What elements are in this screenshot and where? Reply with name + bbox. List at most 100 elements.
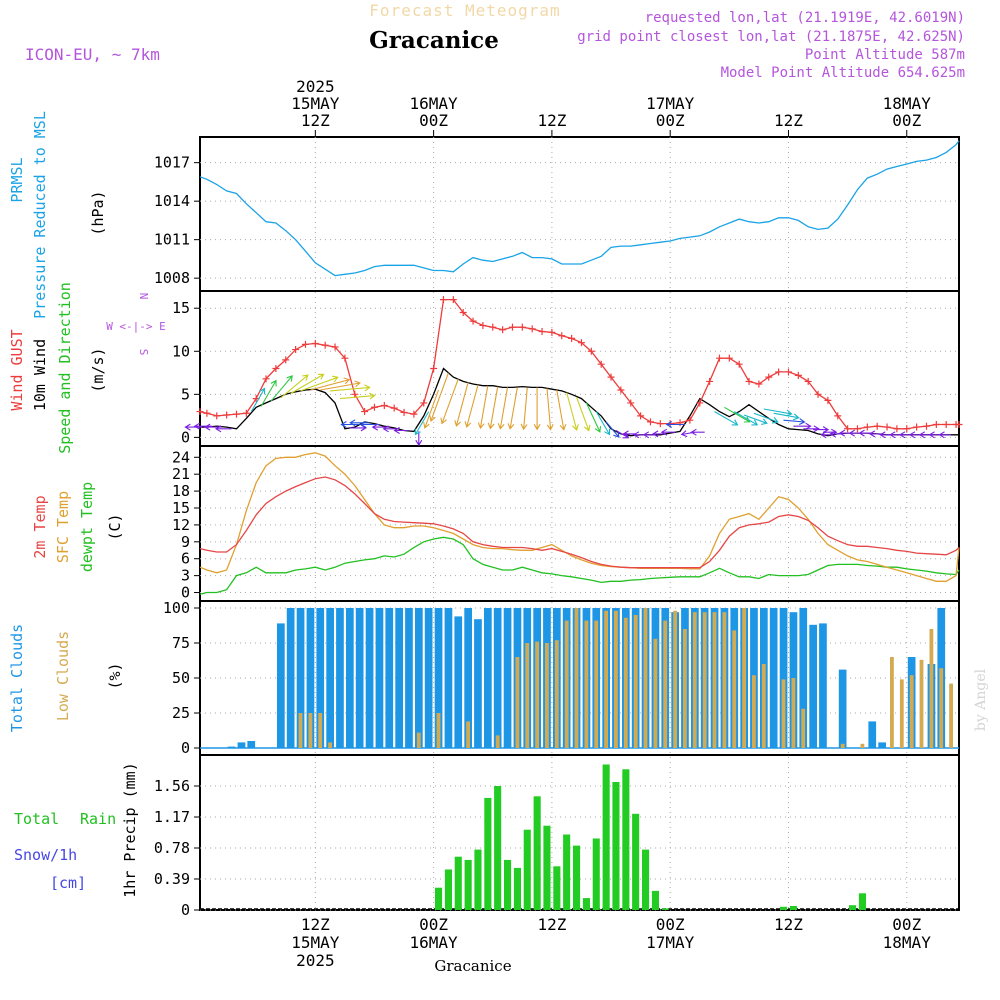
gust-marker xyxy=(538,327,546,335)
gust-marker xyxy=(370,403,378,411)
total-cloud-bar xyxy=(316,608,325,748)
rain-label: Rain xyxy=(80,810,116,828)
gust-marker xyxy=(341,354,349,362)
total-label: Total xyxy=(14,810,59,828)
rain-bar xyxy=(464,859,472,910)
rain-bar xyxy=(780,906,788,910)
gust-marker xyxy=(955,420,963,428)
wind-arrow xyxy=(820,431,833,439)
gust-marker xyxy=(607,373,615,381)
low-cloud-bar xyxy=(643,608,648,748)
gust-marker xyxy=(361,408,369,416)
gust-marker xyxy=(548,328,556,336)
location-title: Gracanice xyxy=(369,27,499,54)
wind-arrow xyxy=(193,422,212,430)
wind-arrow xyxy=(605,421,620,438)
gust-marker xyxy=(390,404,398,412)
gust-marker xyxy=(203,409,211,417)
gust-marker xyxy=(893,425,901,433)
low-cloud-bar xyxy=(752,675,756,748)
wind-arrow xyxy=(414,411,430,436)
low-cloud-bar xyxy=(919,659,924,748)
bottom-time-label: 12Z xyxy=(774,915,803,934)
gust-marker xyxy=(321,341,329,349)
wind-arrow xyxy=(440,378,459,425)
wind-gust-line xyxy=(199,298,959,430)
gust-marker xyxy=(883,423,891,431)
gust-marker xyxy=(232,410,240,418)
wind-arrow xyxy=(556,389,567,431)
low-cloud-bar xyxy=(466,721,470,748)
total-cloud-bar xyxy=(306,608,315,748)
low-cloud-bar xyxy=(732,630,737,748)
gust-label: Wind GUST xyxy=(8,329,26,410)
wind-arrow xyxy=(250,387,266,412)
gust-marker xyxy=(331,343,339,351)
low-cloud-bar xyxy=(604,610,608,748)
temp2m-label: 2m Temp xyxy=(31,495,49,558)
rain-bar xyxy=(602,764,610,910)
y-tick-label: 100 xyxy=(163,599,190,617)
gust-marker xyxy=(508,323,516,331)
low-cloud-bar xyxy=(584,620,589,748)
top-time-label: 16MAY xyxy=(410,94,459,113)
wind-arrow xyxy=(423,389,440,429)
gust-marker xyxy=(351,390,359,398)
y-tick-label: 0 xyxy=(181,428,190,446)
rain-bar xyxy=(523,829,531,910)
wind-arrow xyxy=(339,392,376,400)
total-cloud-bar xyxy=(355,608,364,748)
wind-arrow xyxy=(454,382,469,427)
y-tick-label: 24 xyxy=(172,448,190,466)
low-cloud-bar xyxy=(909,675,914,748)
temp2m-line xyxy=(199,476,960,569)
gust-marker xyxy=(213,412,221,420)
gust-marker xyxy=(489,323,497,331)
gust-marker xyxy=(745,377,753,385)
y-tick-label: 6 xyxy=(181,550,190,568)
gust-marker xyxy=(627,399,635,407)
y-tick-label: 1.56 xyxy=(154,777,190,795)
top-time-label: 12Z xyxy=(774,111,803,130)
low-cloud-bar xyxy=(328,742,332,748)
sfc-temp-label: SFC Temp xyxy=(54,491,72,563)
low-cloud-bar xyxy=(840,743,845,748)
gust-marker xyxy=(528,325,536,333)
total-cloud-bar xyxy=(395,608,403,748)
pressure-label: PRMSL xyxy=(8,157,26,202)
rain-bar xyxy=(632,813,640,910)
low-cloud-bar xyxy=(416,732,421,748)
wind-direction-label: Speed and Direction xyxy=(56,282,74,454)
dewpt-label: dewpt Temp xyxy=(78,482,96,572)
y-tick-label: 3 xyxy=(181,567,190,585)
low-cloud-bar xyxy=(594,620,599,748)
rain-bar xyxy=(849,905,857,910)
wind-arrow xyxy=(429,372,449,423)
gust-marker xyxy=(942,420,950,428)
low-cloud-bar xyxy=(949,683,953,748)
low-cloud-bar xyxy=(673,610,677,748)
gust-marker xyxy=(311,340,319,348)
rain-bar xyxy=(484,797,492,910)
top-time-label: 17MAY xyxy=(646,94,695,113)
total-cloud-bar xyxy=(424,608,433,748)
low-cloud-bar xyxy=(574,608,579,748)
wind-arrow xyxy=(724,406,751,423)
rain-bar xyxy=(494,786,502,910)
gust-marker xyxy=(706,377,714,385)
gust-marker xyxy=(646,418,654,426)
y-tick-label: 0 xyxy=(181,901,190,919)
total-cloud-bar xyxy=(878,742,886,748)
total-cloud-bar xyxy=(286,608,295,748)
wind-arrow xyxy=(665,421,685,428)
wind-arrow xyxy=(330,384,371,392)
top-time-label: 18MAY xyxy=(883,94,932,113)
total-cloud-bar xyxy=(434,608,443,748)
gust-marker xyxy=(282,356,290,364)
rain-bar xyxy=(553,866,561,910)
wind-arrow xyxy=(622,430,636,438)
total-cloud-bar xyxy=(405,608,413,748)
wind-unit: (m/s) xyxy=(89,347,107,392)
